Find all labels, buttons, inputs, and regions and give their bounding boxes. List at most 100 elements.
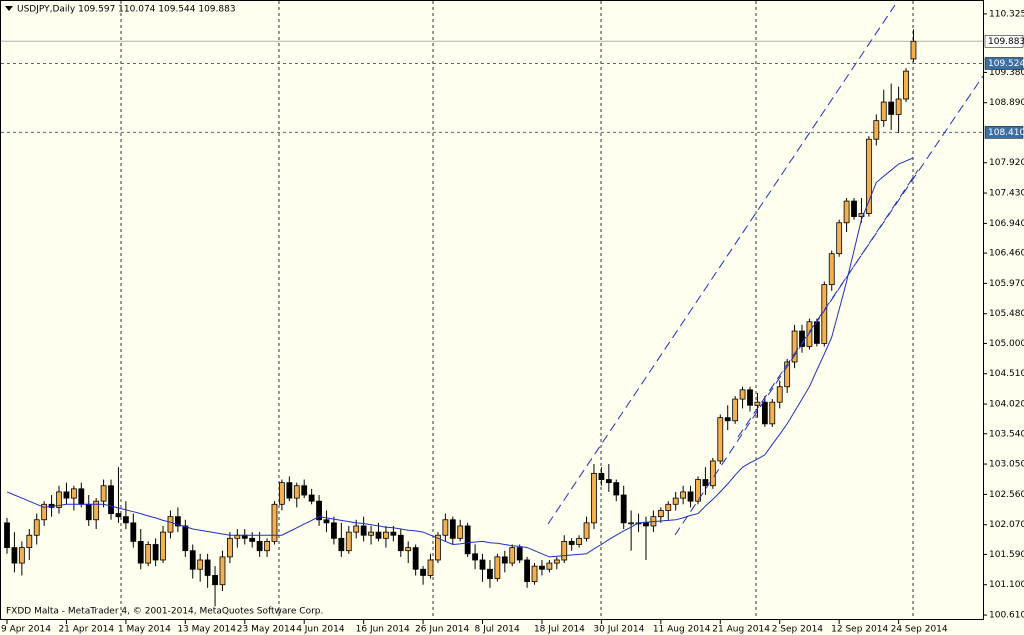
candle-body <box>323 519 330 524</box>
x-tick-label: 18 Jul 2014 <box>534 625 585 635</box>
menu-icon <box>5 6 13 11</box>
candle-body <box>457 525 464 539</box>
candle-body <box>115 513 122 518</box>
candle-body <box>761 401 768 425</box>
footer: FXDD Malta - MetaTrader 4, © 2001-2014, … <box>6 607 323 617</box>
y-tick-label: 102.070 <box>989 520 1024 530</box>
candle-body <box>449 519 456 539</box>
candle-body <box>18 547 25 564</box>
candle-body <box>516 547 523 561</box>
y-tick-label: 104.510 <box>989 369 1024 379</box>
candle-body <box>494 556 501 579</box>
candle-body <box>405 547 412 552</box>
x-tick-label: 1 May 2014 <box>118 625 171 635</box>
y-tick-label: 103.540 <box>989 429 1024 439</box>
period-separators <box>120 1 914 619</box>
x-tick-label: 26 Jun 2014 <box>415 625 469 635</box>
candle-body <box>78 488 85 505</box>
x-tick-label: 13 May 2014 <box>177 625 236 635</box>
y-tick-label: 106.940 <box>989 219 1024 229</box>
candle-body <box>553 559 560 564</box>
y-tick-label: 107.430 <box>989 189 1024 199</box>
candle-body <box>204 559 211 576</box>
price-label-box <box>984 57 1024 70</box>
candle-body <box>26 534 33 549</box>
candle-body <box>360 525 367 536</box>
y-tick-label: 100.610 <box>989 611 1024 621</box>
candle-body <box>182 525 189 552</box>
x-tick-label: 11 Aug 2014 <box>653 625 711 635</box>
candle-body <box>93 500 100 521</box>
candle-body <box>695 479 701 502</box>
candle-body <box>219 556 226 586</box>
candle-body <box>910 40 917 60</box>
candle-body <box>100 485 107 502</box>
candle-body <box>442 519 449 536</box>
candle-body <box>888 101 895 115</box>
y-tick-label: 102.560 <box>989 490 1024 500</box>
x-tick-label: 24 Sep 2014 <box>891 625 948 635</box>
candle-body <box>524 559 530 583</box>
price-label-box <box>984 126 1024 139</box>
candle-body <box>152 544 159 561</box>
candle-body <box>308 494 315 502</box>
candle-body <box>784 361 791 388</box>
y-tick-label: 103.050 <box>989 460 1024 470</box>
trend-line <box>737 75 984 438</box>
price-label-box <box>984 35 1024 48</box>
candle-body <box>353 525 360 533</box>
x-tick-label: 12 Sep 2014 <box>831 625 888 635</box>
candle-body <box>717 417 724 462</box>
candle-body <box>620 494 627 524</box>
candle-body <box>821 284 828 344</box>
candle-body <box>754 401 761 406</box>
candle-body <box>226 537 233 558</box>
candle-body <box>293 485 300 499</box>
candle-body <box>345 531 352 552</box>
candle-body <box>108 485 114 514</box>
x-tick-label: 21 Apr 2014 <box>58 625 114 635</box>
candle-body <box>791 330 798 363</box>
candle-body <box>576 537 583 545</box>
candle-body <box>249 537 256 542</box>
trend-lines <box>547 4 984 536</box>
y-tick-label: 105.970 <box>989 279 1024 289</box>
candle-body <box>605 479 612 484</box>
candle-body <box>63 491 70 499</box>
candle-body <box>375 531 382 539</box>
candle-body <box>383 531 389 539</box>
candle-body <box>279 482 285 505</box>
candle-body <box>531 565 538 583</box>
candle-body <box>702 479 709 487</box>
y-tick-label: 101.590 <box>989 550 1024 560</box>
candle-body <box>85 503 92 521</box>
candle-body <box>197 559 204 570</box>
candle-body <box>739 389 746 400</box>
trend-line <box>547 4 896 525</box>
candle-body <box>174 516 181 527</box>
candle-body <box>539 565 545 570</box>
candle-body <box>568 541 575 545</box>
y-tick-label: 105.000 <box>989 339 1024 349</box>
candle-body <box>472 553 478 561</box>
candle-body <box>732 398 739 422</box>
candle-body <box>390 531 397 536</box>
candle-body <box>776 386 783 403</box>
candle-body <box>189 550 196 570</box>
candle-body <box>873 120 880 140</box>
candle-body <box>130 522 137 542</box>
candle-body <box>509 547 516 564</box>
candle-body <box>836 222 843 255</box>
plot-frame <box>0 0 984 620</box>
candle-body <box>709 460 716 487</box>
candle-body <box>167 516 174 533</box>
candle-body <box>583 522 590 539</box>
candle-body <box>687 491 694 502</box>
marks <box>1 29 983 607</box>
candle-body <box>427 559 434 576</box>
candle-body <box>747 389 753 406</box>
candle-body <box>271 503 278 542</box>
candle-body <box>412 547 419 570</box>
candle-body <box>546 562 553 570</box>
x-tick-label: 16 Jun 2014 <box>356 625 410 635</box>
